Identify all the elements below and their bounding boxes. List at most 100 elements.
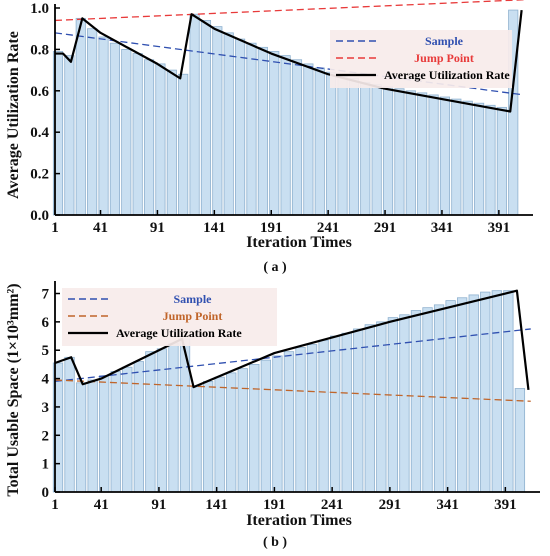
panel-b-y-tick-label: 1 xyxy=(42,457,50,473)
panel-a-axes xyxy=(54,4,533,216)
panel-b-bar xyxy=(295,346,306,493)
panel-a-x-tick-label: 91 xyxy=(150,220,165,236)
panel-b-bar xyxy=(237,368,248,493)
panel-a-bar xyxy=(87,28,98,216)
panel-a-bar xyxy=(382,86,394,216)
panel-a-bar xyxy=(132,53,143,216)
panel-a-legend-label: Average Utilization Rate xyxy=(384,68,510,82)
panel-b-x-tick-label: 341 xyxy=(436,497,459,513)
panel-a-x-tick-label: 291 xyxy=(374,220,397,236)
panel-b-bar xyxy=(202,381,214,493)
panel-b-y-tick-label: 6 xyxy=(42,315,50,331)
panel-a-bar xyxy=(109,42,120,216)
panel-b-bar xyxy=(168,342,179,493)
panel-b-legend-label: Average Utilization Rate xyxy=(116,326,242,340)
panel-a-bars xyxy=(52,9,519,216)
panel-a-x-axis-title: Iteration Times xyxy=(246,234,352,251)
panel-b-x-tick-label: 391 xyxy=(494,497,517,513)
panel-b-bar xyxy=(353,328,364,493)
panel-a-y-tick-label: 1.0 xyxy=(30,1,49,17)
panel-a-bar xyxy=(405,90,416,216)
panel-a-bar xyxy=(337,75,348,216)
panel-b-bar xyxy=(445,300,456,493)
panel-b-bar xyxy=(433,304,445,493)
panel-b-legend-label: Jump Point xyxy=(163,309,223,323)
panel-a-y-tick-label: 0.6 xyxy=(30,84,49,100)
panel-a-bar xyxy=(280,55,291,216)
panel-a-bar xyxy=(314,67,325,216)
panel-b-y-tick-label: 0 xyxy=(42,485,50,501)
panel-a-y-axis-title: Average Utilization Rate xyxy=(5,31,22,199)
panel-a-series-line xyxy=(54,0,524,22)
panel-a-series-line xyxy=(54,32,524,96)
panel-b-bar xyxy=(75,382,87,493)
panel-b-bar xyxy=(145,351,156,493)
panel-b-bar xyxy=(364,324,375,493)
panel-b-bar xyxy=(122,366,133,493)
panel-a-x-tick-label: 191 xyxy=(260,220,283,236)
panel-a-bar xyxy=(428,94,439,216)
panel-a-bar xyxy=(257,46,268,216)
panel-b-x-tick-label: 1 xyxy=(51,497,59,513)
panel-a-bar xyxy=(155,63,166,216)
panel-a-lines xyxy=(54,0,524,113)
panel-b-bar xyxy=(376,321,387,493)
panel-b-bar xyxy=(283,351,295,493)
panel-b-bar xyxy=(87,379,98,493)
panel-b-bar xyxy=(318,339,329,493)
panel-a-bar xyxy=(121,49,132,216)
panel-b-legend: Sample Jump Point Average Utilization Rate xyxy=(62,288,277,346)
panel-a-x-tick-label: 141 xyxy=(203,220,226,236)
panel-a-bar xyxy=(394,88,405,216)
panel-b-bar xyxy=(226,372,237,493)
panel-a-y-tick-label: 0.8 xyxy=(30,42,49,58)
panel-b-bar xyxy=(480,291,491,493)
panel-a-legend-box xyxy=(330,30,512,88)
panel-b-bar xyxy=(249,363,260,493)
panel-a-x-tick-label: 241 xyxy=(317,220,340,236)
panel-a-series-line xyxy=(55,9,523,113)
panel-a-bar xyxy=(98,36,109,216)
panel-a-bar xyxy=(348,77,359,216)
panel-a-bar xyxy=(178,73,189,216)
panel-b-y-tick-label: 2 xyxy=(42,428,50,444)
panel-b-caption: ( b ) xyxy=(263,535,287,550)
panel-a-y-tick-label: 0.0 xyxy=(30,208,49,224)
panel-a-legend-label: Sample xyxy=(425,34,464,48)
panel-b-bar xyxy=(110,371,121,493)
panel-b-y-tick-label: 5 xyxy=(42,343,50,359)
panel-a-bar xyxy=(269,51,280,216)
panel-a-bar xyxy=(223,32,234,216)
panel-a-bar xyxy=(200,20,212,216)
panel-a-bar xyxy=(371,84,382,216)
panel-b-bar xyxy=(214,376,225,493)
panel-a-bar xyxy=(189,13,200,216)
panel-a-y-tick-label: 0.4 xyxy=(30,125,49,141)
panel-a-bar xyxy=(474,102,485,216)
panel-b-bar xyxy=(64,356,75,493)
panel-a-x-tick-label: 41 xyxy=(93,220,108,236)
panel-b-y-tick-label: 7 xyxy=(42,287,50,303)
panel-b-bar xyxy=(260,359,271,493)
panel-b-x-tick-label: 291 xyxy=(379,497,402,513)
panel-b-y-axis-title: Total Usable Space (1×10³mm²) xyxy=(5,283,22,496)
panel-a-caption: ( a ) xyxy=(263,260,287,275)
panel-a-y-tick-label: 0.2 xyxy=(30,167,49,183)
panel-a-bar xyxy=(417,92,428,216)
panel-a-legend: Sample Jump Point Average Utilization Rate xyxy=(330,30,512,88)
panel-a-ticks: 0.00.20.40.60.81.01 41 91 141 191 241 291 341 39… xyxy=(30,1,510,236)
panel-b-bar xyxy=(457,297,468,493)
panel-a-bar xyxy=(303,63,314,216)
panel-b-y-tick-label: 3 xyxy=(42,400,50,416)
panel-b-bar xyxy=(422,307,433,493)
panel-a-x-tick-label: 341 xyxy=(431,220,454,236)
panel-b-x-axis-title: Iteration Times xyxy=(246,512,352,529)
panel-a-bar xyxy=(451,98,462,216)
panel-a-bar xyxy=(246,42,257,216)
panel-a-bar xyxy=(75,17,86,216)
panel-a-bar xyxy=(291,59,303,216)
panel-b-bar xyxy=(341,332,352,493)
panel-b-x-tick-label: 91 xyxy=(151,497,166,513)
panel-b-axes xyxy=(54,281,540,493)
